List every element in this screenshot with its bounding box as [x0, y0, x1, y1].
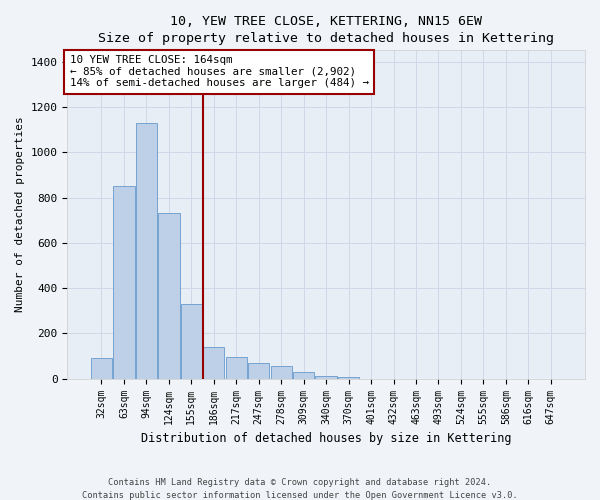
Bar	[181, 304, 202, 378]
Y-axis label: Number of detached properties: Number of detached properties	[15, 116, 25, 312]
Bar	[316, 376, 337, 378]
Title: 10, YEW TREE CLOSE, KETTERING, NN15 6EW
Size of property relative to detached ho: 10, YEW TREE CLOSE, KETTERING, NN15 6EW …	[98, 15, 554, 45]
Bar	[91, 358, 112, 378]
Text: Contains HM Land Registry data © Crown copyright and database right 2024.
Contai: Contains HM Land Registry data © Crown c…	[82, 478, 518, 500]
Bar	[338, 377, 359, 378]
Bar	[136, 123, 157, 378]
Bar	[158, 214, 179, 378]
Bar	[226, 357, 247, 378]
Text: 10 YEW TREE CLOSE: 164sqm
← 85% of detached houses are smaller (2,902)
14% of se: 10 YEW TREE CLOSE: 164sqm ← 85% of detac…	[70, 56, 369, 88]
Bar	[203, 347, 224, 378]
Bar	[113, 186, 134, 378]
Bar	[248, 363, 269, 378]
Bar	[271, 366, 292, 378]
Bar	[293, 372, 314, 378]
X-axis label: Distribution of detached houses by size in Kettering: Distribution of detached houses by size …	[141, 432, 511, 445]
